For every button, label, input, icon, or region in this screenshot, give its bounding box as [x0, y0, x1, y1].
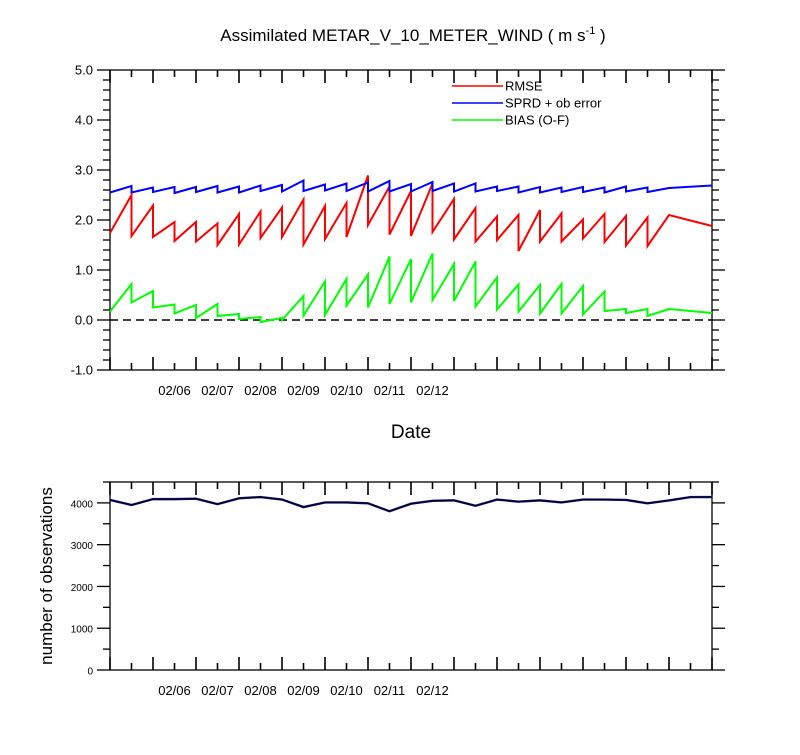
- legend-label: SPRD + ob error: [505, 96, 602, 111]
- observations-line: [109, 496, 712, 512]
- chart-title-close: ): [595, 26, 605, 45]
- top-y-tick-label: 0.0: [75, 313, 93, 328]
- bottom-x-tick-label: 02/06: [158, 683, 191, 698]
- top-x-axis-label: Date: [391, 422, 431, 443]
- bottom-x-tick-label: 02/12: [416, 683, 449, 698]
- bottom-y-tick-label: 0: [87, 667, 93, 678]
- series-line-sprd-ob-error: [109, 178, 713, 195]
- bottom-y-tick-label: 3000: [71, 541, 94, 552]
- top-y-tick-label: 2.0: [75, 213, 93, 228]
- bottom-x-tick-label: 02/09: [287, 683, 320, 698]
- bottom-plot-panel: 02/06 02/07 02/08 02/09 02/10 02/11 02/12 0 1000…: [71, 481, 725, 698]
- bottom-x-tick-label: 02/07: [201, 683, 234, 698]
- top-x-tick-label: 02/09: [287, 383, 320, 398]
- top-x-tick-label: 02/06: [158, 383, 191, 398]
- legend-label: RMSE: [505, 79, 543, 94]
- bottom-y-axis-label: number of observations: [37, 487, 56, 665]
- top-x-tick-label: 02/11: [374, 383, 406, 398]
- top-x-tick-label: 02/10: [330, 383, 363, 398]
- top-x-tick-label: 02/07: [201, 383, 234, 398]
- series-line-rmse: [109, 175, 713, 252]
- bottom-frame: [109, 481, 713, 671]
- legend-label: BIAS (O-F): [505, 113, 569, 128]
- top-y-tick-label: -1.0: [71, 363, 93, 378]
- top-plot-panel: 02/06 02/07 02/08 02/09 02/10 02/11 02/12 -1.0 0…: [71, 63, 725, 398]
- series-line-bias-o-f-: [109, 253, 713, 324]
- top-y-tick-label: 3.0: [75, 163, 93, 178]
- chart-title: Assimilated METAR_V_10_METER_WIND ( m s-…: [220, 25, 605, 45]
- bottom-y-tick-label: 4000: [71, 499, 94, 510]
- top-y-tick-label: 4.0: [75, 113, 93, 128]
- top-y-tick-label: 5.0: [75, 63, 93, 78]
- top-y-tick-label: 1.0: [75, 263, 93, 278]
- bottom-x-tick-label: 02/10: [330, 683, 363, 698]
- top-x-tick-label: 02/08: [244, 383, 277, 398]
- top-x-tick-label: 02/12: [416, 383, 449, 398]
- bottom-x-tick-label: 02/11: [374, 683, 406, 698]
- chart-title-superscript: -1: [586, 25, 596, 37]
- bottom-x-tick-label: 02/08: [244, 683, 277, 698]
- chart-title-main: Assimilated METAR_V_10_METER_WIND ( m s: [220, 26, 585, 45]
- bottom-y-tick-label: 2000: [71, 583, 94, 594]
- bottom-y-tick-label: 1000: [71, 625, 94, 636]
